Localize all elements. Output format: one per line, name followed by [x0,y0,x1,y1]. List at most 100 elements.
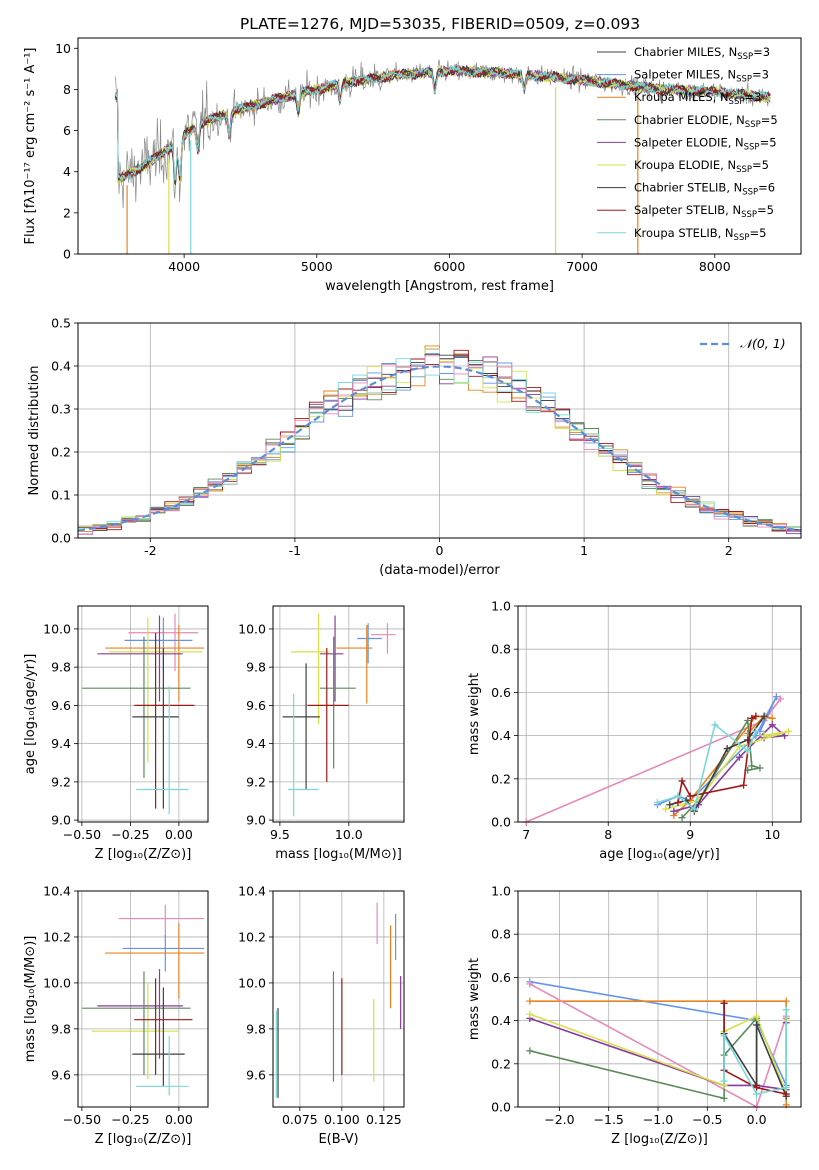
spectrum-xtick-label: 8000 [699,259,731,274]
weight-vs-Z-ytick-label: 0.6 [491,970,511,985]
age-vs-Z-ytick-label: 9.2 [51,774,71,789]
mass-vs-Z-ytick-label: 10.4 [43,884,71,899]
weight-vs-age-series-marker-3 [748,762,756,770]
mass-vs-ebv-frame [272,890,405,1108]
weight-vs-age-xlabel: age [log₁₀(age/yr)] [599,847,720,862]
age-vs-Z-frame [77,605,209,823]
mass-vs-Z-xtick-label: −0.25 [111,1112,149,1127]
residuals-frame [77,322,802,539]
weight-vs-age-xtick-label: 7 [522,827,530,842]
age-vs-Z-ytick-label: 9.4 [51,736,71,751]
weight-vs-Z-series-line-8 [723,1009,787,1095]
weight-vs-Z-series-marker-6 [753,1021,761,1029]
weight-vs-age-series-marker-3 [678,814,686,822]
spectrum-ytick-label: 6 [63,123,71,138]
weight-vs-Z-series-marker-8 [720,1077,728,1085]
mass-vs-Z-ytick-label: 10.2 [43,929,71,944]
weight-vs-age-series-marker-7 [678,777,686,785]
age-vs-Z-ytick-label: 9.0 [51,813,71,828]
spectrum-ytick-label: 0 [63,247,71,262]
weight-vs-age-series-marker-8 [711,721,719,729]
weight-vs-Z-xtick-label: −0.5 [692,1112,722,1127]
spectrum-xlabel: wavelength [Angstrom, rest frame] [325,279,554,294]
weight-vs-Z-xlabel: Z [log₁₀(Z/Z⊙)] [611,1132,708,1147]
weight-vs-age-ytick-label: 0.0 [491,815,511,830]
age-vs-mass-frame [272,605,405,823]
age-vs-mass-ytick-label: 9.4 [246,736,266,751]
weight-vs-age-series-marker-4 [735,753,743,761]
age-vs-mass-ytick-label: 9.8 [246,660,266,675]
spectrum-model-line-7 [114,64,771,182]
mass-vs-ebv-ytick-label: 10.4 [238,884,266,899]
residuals-xlabel: (data-model)/error [379,563,500,578]
weight-vs-Z-series-line-2 [529,983,787,1107]
weight-vs-age-series-marker-3 [756,764,764,772]
residuals-xtick-label: -1 [289,543,301,558]
weight-vs-age-frame [517,605,802,823]
spectrum-legend-label: Chabrier ELODIE, NSSP=5 [634,113,778,130]
residuals-ytick-label: 0.3 [51,402,71,417]
residuals-xtick-label: -2 [144,543,156,558]
weight-vs-age-series-marker-6 [760,712,768,720]
weight-vs-Z-ytick-label: 0.8 [491,927,511,942]
weight-vs-Z-ytick-label: 0.2 [491,1056,511,1071]
age-vs-mass-ytick-label: 9.2 [246,774,266,789]
mass-vs-ebv-xtick-label: 0.125 [366,1112,402,1127]
mass-vs-Z-xtick-label: −0.50 [63,1112,101,1127]
weight-vs-Z-series-marker-3 [720,1094,728,1102]
mass-vs-Z-xtick-label: 0.00 [165,1112,193,1127]
weight-vs-age-series-marker-6 [666,801,674,809]
weight-vs-Z-series-marker-8 [782,1084,790,1092]
residuals-histogram-8 [78,355,801,538]
spectrum-xtick-label: 6000 [434,259,466,274]
weight-vs-age-ytick-label: 0.8 [491,642,511,657]
residuals-xtick-label: 2 [725,543,733,558]
age-vs-Z-ylabel: age [log₁₀(age/yr)] [23,654,38,775]
weight-vs-Z-series-marker-8 [720,1032,728,1040]
weight-vs-Z-series-marker-7 [720,999,728,1007]
weight-vs-age-series-marker-0 [776,695,784,703]
mass-vs-Z-ylabel: mass [log₁₀(M/M⊙)] [23,936,38,1063]
mass-vs-ebv-ytick-label: 10.0 [238,975,266,990]
spectrum-legend-label: Kroupa ELODIE, NSSP=5 [634,158,769,175]
weight-vs-Z-xtick-label: 0.0 [747,1112,767,1127]
spectrum-xtick-label: 7000 [566,259,598,274]
weight-vs-age-xtick-label: 8 [604,827,612,842]
weight-vs-Z-frame [517,890,802,1108]
weight-vs-age-series-marker-7 [674,799,682,807]
weight-vs-age-series-marker-3 [744,716,752,724]
age-vs-Z-xtick-label: −0.50 [63,827,101,842]
age-vs-mass-xtick-label: 9.5 [270,827,290,842]
residuals-ytick-label: 0.4 [51,359,71,374]
spectrum-model-line-8 [114,65,771,182]
residuals-ytick-label: 0.5 [51,316,71,331]
weight-vs-age-series-marker-4 [768,721,776,729]
age-vs-Z-ytick-label: 9.6 [51,698,71,713]
weight-vs-age-series-line-5 [665,730,789,810]
age-vs-mass-xlabel: mass [log₁₀(M/M⊙)] [275,847,402,862]
age-vs-mass-ytick-label: 9.0 [246,813,266,828]
weight-vs-Z-ylabel: mass weight [467,958,482,1040]
weight-vs-age-series-marker-7 [740,781,748,789]
age-vs-Z-ytick-label: 9.8 [51,660,71,675]
age-vs-Z-xtick-label: 0.00 [165,827,193,842]
weight-vs-Z-series-marker-1 [782,997,790,1005]
residuals-ylabel: Normed distribution [27,366,42,496]
age-vs-mass-ytick-label: 10.0 [238,621,266,636]
weight-vs-age-series-marker-6 [723,745,731,753]
mass-vs-Z-frame [77,890,209,1108]
mass-vs-ebv-xlabel: E(B-V) [318,1132,358,1147]
weight-vs-age-series-marker-8 [744,747,752,755]
spectrum-legend-label: Kroupa STELIB, NSSP=5 [634,226,766,243]
spectrum-frame [77,37,802,255]
spectrum-legend-label: Salpeter ELODIE, NSSP=5 [634,135,777,152]
weight-vs-Z-series-marker-8 [753,1090,761,1098]
weight-vs-age-series-marker-7 [748,714,756,722]
mass-vs-ebv-ytick-label: 9.8 [246,1021,266,1036]
weight-vs-age-series-marker-7 [686,792,694,800]
mass-vs-Z-ytick-label: 9.8 [51,1021,71,1036]
residuals-ytick-label: 0.0 [51,531,71,546]
weight-vs-age-series-marker-8 [653,799,661,807]
weight-vs-age-series-marker-2 [768,714,776,722]
